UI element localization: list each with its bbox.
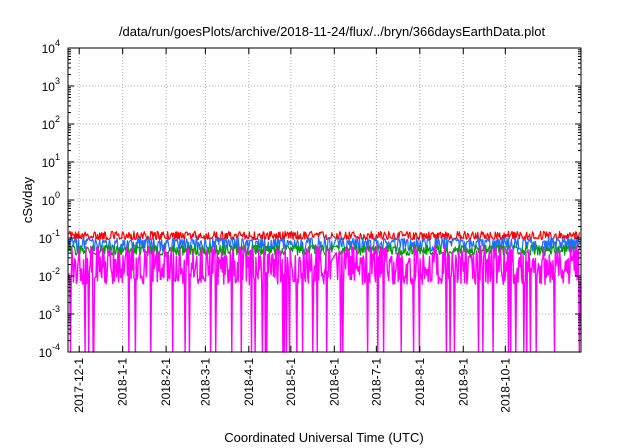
plot-series	[68, 230, 581, 353]
x-tick-label: 2017-12-1	[72, 358, 86, 413]
series-line	[68, 245, 581, 353]
x-tick-label: 2018-6-1	[327, 358, 341, 406]
y-tick-label: 10-3	[39, 304, 60, 322]
x-axis-label: Coordinated Universal Time (UTC)	[224, 430, 423, 445]
chart-title: /data/run/goesPlots/archive/2018-11-24/f…	[119, 24, 546, 39]
x-axis: 2017-12-1 2018-1-1 2018-2-1 2018-3-1 2018-4-…	[72, 48, 512, 413]
y-tick-label: 10-1	[39, 228, 60, 246]
x-tick-label: 2018-10-1	[498, 358, 512, 413]
plot-frame	[67, 47, 582, 353]
y-tick-label: 104	[42, 38, 60, 56]
y-tick-label: 102	[42, 114, 60, 132]
x-tick-label: 2018-3-1	[198, 358, 212, 406]
y-tick-label: 100	[42, 190, 60, 208]
x-tick-label: 2018-2-1	[159, 358, 173, 406]
y-axis-label: cSv/day	[20, 176, 35, 223]
x-tick-label: 2018-1-1	[116, 358, 130, 406]
x-tick-label: 2018-9-1	[456, 358, 470, 406]
grid	[68, 48, 581, 352]
x-tick-label: 2018-4-1	[242, 358, 256, 406]
y-tick-label: 10-4	[39, 342, 60, 360]
x-tick-label: 2018-8-1	[413, 358, 427, 406]
y-tick-label: 10-2	[39, 266, 60, 284]
series-line	[68, 230, 581, 241]
y-tick-label: 101	[42, 152, 60, 170]
x-tick-label: 2018-5-1	[284, 358, 298, 406]
y-tick-label: 103	[42, 76, 60, 94]
x-tick-label: 2018-7-1	[369, 358, 383, 406]
